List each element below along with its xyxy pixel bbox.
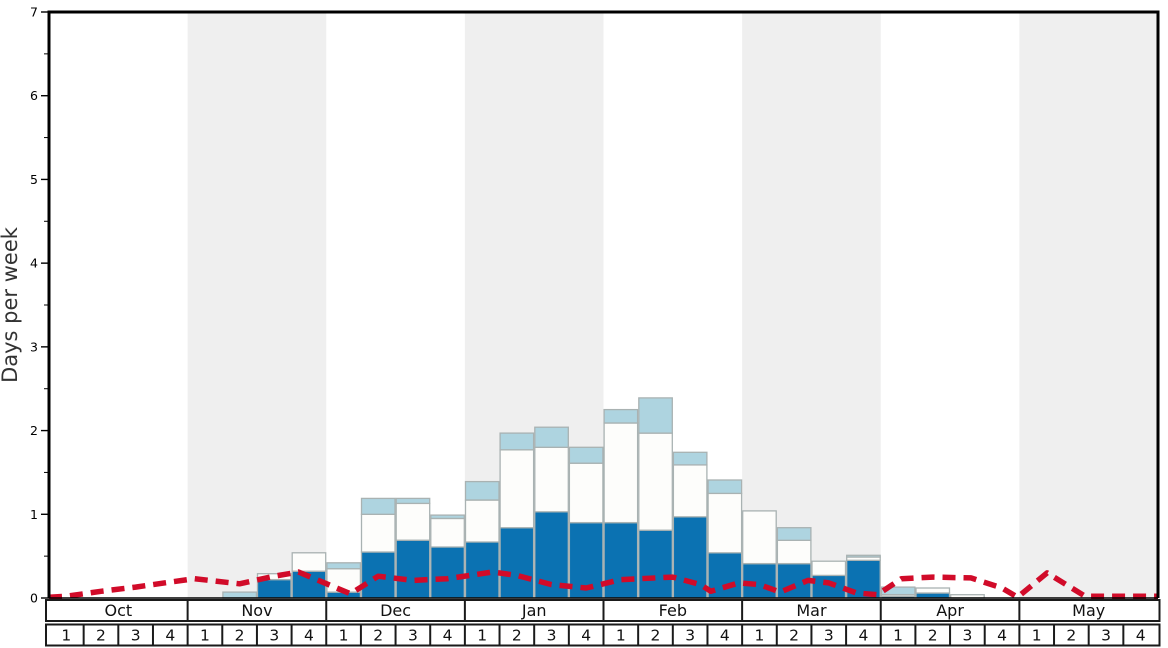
bar-white-segment bbox=[499, 449, 535, 529]
bar-light-blue-segment bbox=[880, 586, 916, 596]
week-label: 3 bbox=[824, 627, 834, 645]
week-label: 2 bbox=[651, 627, 661, 645]
week-label: 1 bbox=[616, 627, 626, 645]
week-label: 4 bbox=[304, 627, 314, 645]
week-label: 4 bbox=[1136, 627, 1146, 645]
bar-white-segment bbox=[395, 502, 431, 541]
week-label: 2 bbox=[96, 627, 106, 645]
bar-light-blue-segment bbox=[464, 480, 500, 501]
bar-white-segment bbox=[776, 539, 812, 565]
y-tick-label: 1 bbox=[30, 507, 38, 522]
bar-light-blue-segment bbox=[499, 432, 535, 451]
y-tick-label: 4 bbox=[30, 256, 38, 271]
week-label: 1 bbox=[61, 627, 71, 645]
y-axis-title: Days per week bbox=[0, 226, 22, 383]
y-tick-label: 6 bbox=[30, 88, 38, 103]
week-label: 4 bbox=[165, 627, 175, 645]
bar-dark-blue-segment bbox=[499, 527, 535, 599]
bar-white-segment bbox=[256, 573, 292, 581]
month-label: Feb bbox=[659, 601, 687, 620]
week-label: 3 bbox=[408, 627, 418, 645]
shaded-month-band bbox=[742, 12, 881, 598]
week-label: 1 bbox=[477, 627, 487, 645]
bar-white-segment bbox=[534, 446, 569, 513]
week-label: 2 bbox=[928, 627, 938, 645]
bar-dark-blue-segment bbox=[430, 546, 465, 599]
week-label: 2 bbox=[1066, 627, 1076, 645]
y-tick-label: 0 bbox=[30, 591, 38, 606]
bar-light-blue-segment bbox=[360, 497, 396, 515]
bar-light-blue-segment bbox=[395, 497, 431, 505]
bar-white-segment bbox=[707, 492, 743, 554]
bar-white-segment bbox=[430, 517, 465, 548]
week-label: 4 bbox=[581, 627, 591, 645]
week-label: 4 bbox=[858, 627, 868, 645]
week-label: 3 bbox=[685, 627, 695, 645]
bar-white-segment bbox=[811, 560, 847, 577]
bar-light-blue-segment bbox=[430, 514, 465, 520]
bar-white-segment bbox=[568, 462, 604, 524]
bar-white-segment bbox=[638, 432, 673, 531]
y-tick-label: 3 bbox=[30, 339, 38, 354]
week-label: 1 bbox=[200, 627, 210, 645]
month-label: Mar bbox=[796, 601, 827, 620]
week-label: 1 bbox=[893, 627, 903, 645]
y-tick-label: 7 bbox=[30, 5, 38, 20]
week-label: 3 bbox=[547, 627, 557, 645]
month-label: Dec bbox=[380, 601, 411, 620]
week-label: 2 bbox=[235, 627, 245, 645]
bar-white-segment bbox=[742, 510, 777, 565]
month-label: Oct bbox=[104, 601, 132, 620]
week-label: 3 bbox=[962, 627, 972, 645]
week-label: 1 bbox=[755, 627, 765, 645]
bar-light-blue-segment bbox=[222, 591, 258, 599]
week-label: 2 bbox=[373, 627, 383, 645]
bar-white-segment bbox=[464, 499, 500, 543]
bar-dark-blue-segment bbox=[638, 529, 673, 599]
week-label: 1 bbox=[1032, 627, 1042, 645]
bar-light-blue-segment bbox=[776, 527, 812, 541]
week-label: 4 bbox=[720, 627, 730, 645]
bar-dark-blue-segment bbox=[464, 541, 500, 599]
bar-light-blue-segment bbox=[638, 397, 673, 434]
week-label: 4 bbox=[997, 627, 1007, 645]
bar-dark-blue-segment bbox=[603, 522, 639, 599]
bar-white-segment bbox=[360, 513, 396, 553]
shaded-month-band bbox=[187, 12, 327, 598]
week-label: 3 bbox=[1101, 627, 1111, 645]
bar-white-segment bbox=[915, 587, 951, 594]
y-tick-label: 2 bbox=[30, 423, 38, 438]
bar-dark-blue-segment bbox=[811, 574, 847, 599]
week-label: 2 bbox=[789, 627, 799, 645]
week-label: 3 bbox=[131, 627, 141, 645]
y-tick-label: 5 bbox=[30, 172, 38, 187]
month-label: May bbox=[1072, 601, 1105, 620]
red-dashed-line bbox=[48, 569, 1158, 600]
bar-dark-blue-segment bbox=[395, 539, 431, 599]
bar-dark-blue-segment bbox=[742, 563, 777, 599]
bar-light-blue-segment bbox=[568, 446, 604, 464]
week-label: 4 bbox=[443, 627, 453, 645]
bar-light-blue-segment bbox=[672, 451, 708, 466]
bar-light-blue-segment bbox=[326, 562, 362, 570]
bar-light-blue-segment bbox=[846, 554, 881, 558]
month-label: Jan bbox=[521, 601, 547, 620]
bar-light-blue-segment bbox=[707, 479, 743, 495]
week-label: 3 bbox=[269, 627, 279, 645]
bar-light-blue-segment bbox=[534, 426, 569, 448]
month-label: Nov bbox=[241, 601, 272, 620]
month-label: Apr bbox=[936, 601, 964, 620]
week-label: 1 bbox=[339, 627, 349, 645]
bar-dark-blue-segment bbox=[256, 578, 292, 599]
week-label: 2 bbox=[512, 627, 522, 645]
shaded-month-band bbox=[1019, 12, 1158, 598]
bar-white-segment bbox=[603, 422, 639, 524]
bar-white-segment bbox=[672, 464, 708, 518]
bar-light-blue-segment bbox=[603, 408, 639, 424]
bar-dark-blue-segment bbox=[672, 516, 708, 599]
bar-white-segment bbox=[291, 552, 327, 572]
